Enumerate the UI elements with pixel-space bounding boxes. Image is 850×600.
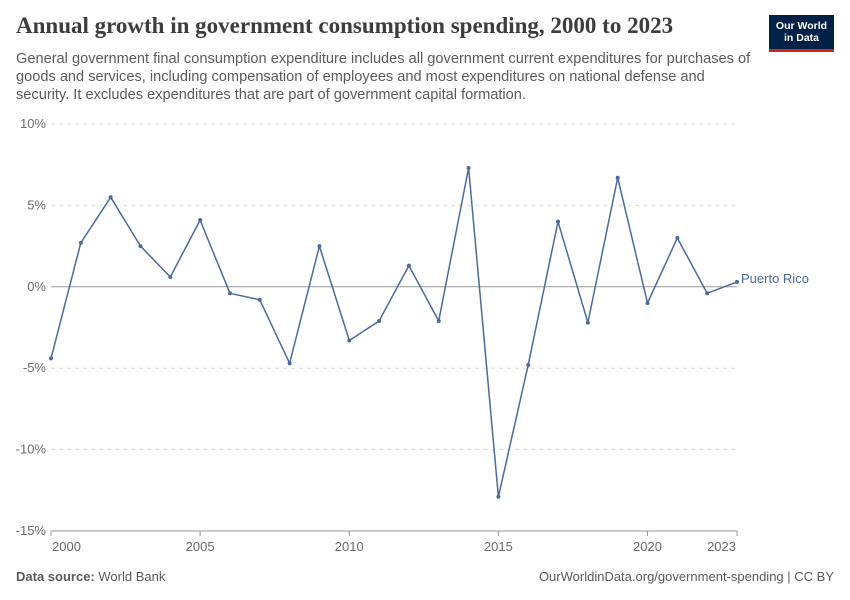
chart-subtitle: General government final consumption exp…	[16, 51, 751, 103]
data-point	[377, 318, 382, 323]
y-tick-label: -15%	[16, 523, 47, 538]
source-link[interactable]: OurWorldinData.org/government-spending |…	[538, 569, 834, 584]
data-point	[556, 219, 561, 224]
y-tick-label: 5%	[27, 197, 46, 212]
x-tick-label: 2010	[335, 539, 364, 554]
chart-title: Annual growth in government consumption …	[16, 13, 674, 38]
axes: -15% -10% -5% 0% 5% 10% 2000 2005 2010 2015 2020 20…	[16, 116, 738, 554]
data-point	[585, 320, 590, 325]
data-point	[436, 318, 441, 323]
data-point	[257, 297, 262, 302]
data-point	[645, 301, 650, 306]
series-line	[50, 167, 738, 498]
data-point	[526, 362, 531, 367]
y-tick-label: 10%	[20, 116, 46, 131]
data-point	[705, 291, 710, 296]
data-point	[168, 275, 173, 280]
data-point	[78, 240, 83, 245]
data-point	[317, 244, 322, 249]
data-point	[406, 263, 411, 268]
y-tick-label: -5%	[23, 360, 47, 375]
data-point	[138, 244, 143, 249]
x-tick-label: 2020	[633, 539, 662, 554]
grid-lines	[51, 123, 737, 532]
y-tick-label: 0%	[27, 279, 46, 294]
data-point	[49, 356, 53, 361]
logo-line-1: Our World	[775, 20, 828, 32]
data-source-label: Data source:	[16, 569, 95, 584]
y-tick-label: -10%	[16, 442, 47, 457]
series-label: Puerto Rico	[741, 271, 809, 286]
data-source-value[interactable]: World Bank	[98, 569, 166, 584]
data-point	[466, 165, 471, 170]
data-point	[675, 235, 680, 240]
series-layer: Puerto Rico	[49, 165, 809, 499]
data-point	[347, 338, 352, 343]
x-tick-label: 2005	[186, 539, 215, 554]
x-tick-label: 2023	[707, 539, 736, 554]
data-source: Data source: World Bank	[16, 569, 165, 584]
owid-logo[interactable]: Our World in Data	[769, 15, 834, 52]
data-point	[615, 175, 620, 180]
x-tick-label: 2015	[484, 539, 513, 554]
data-point	[287, 361, 292, 366]
data-point	[227, 291, 232, 296]
logo-line-2: in Data	[783, 32, 819, 44]
data-point	[496, 494, 501, 499]
x-tick-label: 2000	[52, 539, 81, 554]
data-point	[108, 195, 113, 200]
data-point	[735, 279, 739, 284]
data-point	[198, 218, 203, 223]
